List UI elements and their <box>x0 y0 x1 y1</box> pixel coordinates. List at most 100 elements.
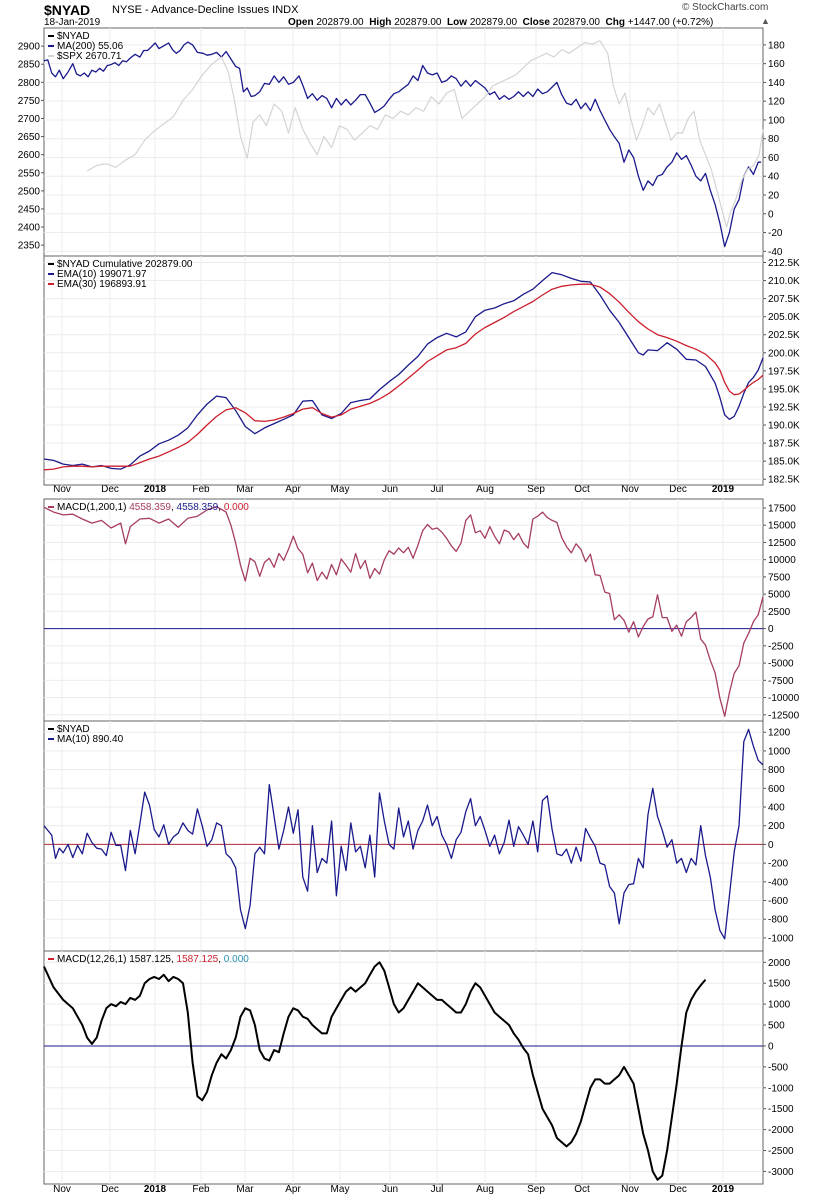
x-tick-label: Apr <box>285 484 301 495</box>
y-tick-label-right: -3000 <box>768 1167 794 1178</box>
x-tick-label: Mar <box>236 1184 254 1195</box>
x-tick-label: Aug <box>476 1184 494 1195</box>
y-tick-label-right: -800 <box>768 915 788 926</box>
y-tick-label-left: 2500 <box>18 186 41 197</box>
legend-swatch <box>48 45 54 47</box>
y-tick-label-right: 1000 <box>768 1000 791 1011</box>
y-tick-label-right: 182.5K <box>768 475 800 486</box>
x-tick-label: Sep <box>527 1184 545 1195</box>
x-tick-label: Apr <box>285 1184 301 1195</box>
x-tick-label: Sep <box>527 484 545 495</box>
x-tick-label: May <box>331 484 350 495</box>
y-tick-label-right: 5000 <box>768 590 791 601</box>
x-tick-label: 2018 <box>144 1184 167 1195</box>
y-tick-label-right: -2500 <box>768 1146 794 1157</box>
open-label: Open <box>288 17 314 28</box>
x-tick-label: Feb <box>192 1184 210 1195</box>
legend-part: MACD(12,26,1) 1587.125, <box>57 954 177 965</box>
legend-swatch <box>48 263 54 265</box>
x-tick-label: Nov <box>53 1184 71 1195</box>
quote-summary: Open 202879.00 High 202879.00 Low 202879… <box>288 17 713 28</box>
x-tick-label: Nov <box>53 484 71 495</box>
y-tick-label-right: -1000 <box>768 933 794 944</box>
series-line-ma-10- <box>43 728 764 940</box>
y-tick-label-right: 1200 <box>768 728 791 739</box>
y-tick-label-right: 17500 <box>768 503 796 514</box>
legend-entry: MA(10) 890.40 <box>57 734 124 745</box>
y-tick-label-right: -2000 <box>768 1125 794 1136</box>
y-tick-label-left: 2700 <box>18 114 41 125</box>
y-tick-label-right: 190.0K <box>768 421 800 432</box>
legend-entry: $SPX 2670.71 <box>57 51 122 62</box>
x-tick-label: Aug <box>476 484 494 495</box>
legend-part: 0.000 <box>224 954 249 965</box>
y-tick-label-right: -2500 <box>768 641 794 652</box>
legend-part: 4558.359 <box>177 502 219 513</box>
stockcharts-logo[interactable]: © StockCharts.com <box>682 2 769 13</box>
legend-entry: EMA(10) 199071.97 <box>57 269 147 280</box>
open-value: 202879.00 <box>316 17 364 28</box>
close-label: Close <box>522 17 550 28</box>
y-tick-label-right: 800 <box>768 765 785 776</box>
legend-swatch <box>48 958 54 960</box>
y-tick-label-right: -1500 <box>768 1104 794 1115</box>
y-tick-label-right: 205.0K <box>768 312 800 323</box>
y-tick-label-right: 212.5K <box>768 258 800 269</box>
y-tick-label-right: 185.0K <box>768 457 800 468</box>
x-tick-label: Jun <box>382 1184 398 1195</box>
y-tick-label-right: 1000 <box>768 746 791 757</box>
panel-price: 180 160 140 120 100 80 60 40 20 0 -20 -40 2900 2850 28… <box>18 27 785 258</box>
x-tick-label: Feb <box>192 484 210 495</box>
legend-part: , <box>218 954 224 965</box>
y-tick-label-right: 2000 <box>768 958 791 969</box>
x-tick-label: Jun <box>382 484 398 495</box>
y-tick-label-right: 140 <box>768 78 785 89</box>
panel-frame <box>43 950 764 1185</box>
y-tick-label-right: 0 <box>768 209 774 220</box>
low-label: Low <box>447 17 468 28</box>
x-tick-label: Jul <box>431 1184 444 1195</box>
y-tick-label-right: 500 <box>768 1021 785 1032</box>
y-tick-label-right: 0 <box>768 624 774 635</box>
y-tick-label-right: 60 <box>768 153 780 164</box>
collapse-arrow-icon[interactable]: ▲ <box>761 16 770 26</box>
chg-value: +1447.00 (+0.72%) <box>627 17 714 28</box>
y-tick-label-right: 100 <box>768 115 785 126</box>
y-tick-label-right: -10000 <box>768 693 800 704</box>
series-line-macd <box>43 505 764 717</box>
high-value: 202879.00 <box>394 17 442 28</box>
x-tick-label: Nov <box>621 484 639 495</box>
legend-swatch <box>48 283 54 285</box>
x-tick-label: Dec <box>101 484 119 495</box>
legend-entry: MACD(1,200,1) 4558.359, 4558.359, 0.000 <box>57 502 249 513</box>
y-tick-label-right: 160 <box>768 59 785 70</box>
legend-swatch <box>48 55 54 57</box>
series-line-ema-10- <box>43 271 764 470</box>
panel-frame <box>43 498 764 722</box>
x-tick-label: 2019 <box>712 484 735 495</box>
x-tick-label: Oct <box>574 1184 590 1195</box>
y-tick-label-right: 200.0K <box>768 348 800 359</box>
y-tick-label-right: -5000 <box>768 659 794 670</box>
y-tick-label-right: 195.0K <box>768 384 800 395</box>
y-tick-label-right: 400 <box>768 803 785 814</box>
x-tick-label: 2019 <box>712 1184 735 1195</box>
y-tick-label-right: 15000 <box>768 521 796 532</box>
x-tick-label: Nov <box>621 1184 639 1195</box>
legend-entry: MA(200) 55.06 <box>57 41 124 52</box>
legend-part: 0.000 <box>224 502 249 513</box>
legend-entry: EMA(30) 196893.91 <box>57 279 147 290</box>
x-tick-label: Jul <box>431 484 444 495</box>
y-tick-label-left: 2550 <box>18 168 41 179</box>
x-tick-label: 2018 <box>144 484 167 495</box>
panel-frame <box>43 27 764 257</box>
y-tick-label-right: -500 <box>768 1062 788 1073</box>
x-tick-label: Dec <box>669 484 687 495</box>
legend-part: , <box>171 502 177 513</box>
y-tick-label-right: 120 <box>768 97 785 108</box>
y-tick-label-left: 2350 <box>18 241 41 252</box>
y-tick-label-left: 2750 <box>18 96 41 107</box>
y-tick-label-right: 600 <box>768 784 785 795</box>
panel-oscillator: 1200 1000 800 600 400 200 0 -200 -400 -600 -800 -10… <box>43 720 794 952</box>
